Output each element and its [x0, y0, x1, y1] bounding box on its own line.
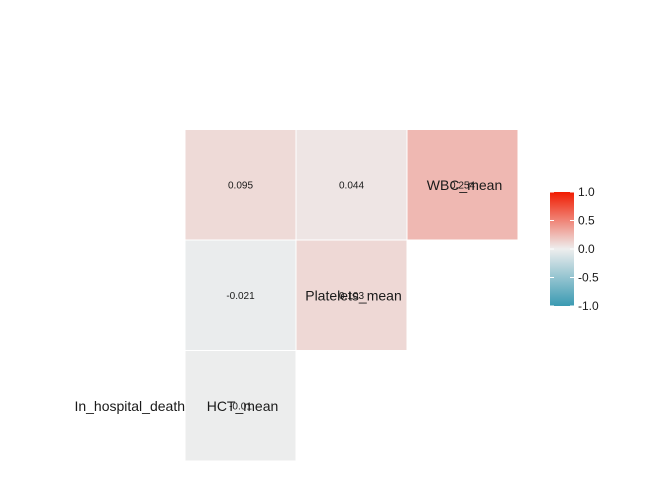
- cell-value-label: 0.103: [339, 291, 364, 302]
- heatmap-cells: -0.01 -0.021 0.103 0.095 0.044 0.254: [184, 129, 519, 462]
- cell-value-label: 0.254: [450, 180, 475, 191]
- cell-value-label: -0.021: [226, 291, 255, 302]
- variable-label: Platelets_mean: [305, 287, 402, 303]
- legend-tick-label: -0.5: [578, 271, 599, 285]
- heatmap-cell: [406, 129, 519, 241]
- legend-tick-label: -1.0: [578, 299, 599, 313]
- heatmap-cell: [184, 239, 297, 351]
- heatmap-cell: [295, 129, 408, 241]
- legend-tick-label: 0.5: [578, 214, 595, 228]
- variable-label: WBC_mean: [427, 177, 502, 193]
- color-legend: 1.0 0.5 0.0 -0.5 -1.0: [550, 185, 599, 313]
- cell-value-label: 0.095: [228, 180, 253, 191]
- cell-value-label: -0.01: [229, 401, 252, 412]
- variable-labels: In_hospital_death HCT_mean Platelets_mean W…: [74, 177, 502, 414]
- heatmap-cell: [184, 350, 297, 462]
- heatmap-cell: [295, 239, 408, 351]
- legend-tick-label: 0.0: [578, 242, 595, 256]
- variable-label: In_hospital_death: [74, 398, 185, 414]
- legend-tick-label: 1.0: [578, 185, 595, 199]
- cell-value-label: 0.044: [339, 180, 364, 191]
- variable-label: HCT_mean: [207, 398, 279, 414]
